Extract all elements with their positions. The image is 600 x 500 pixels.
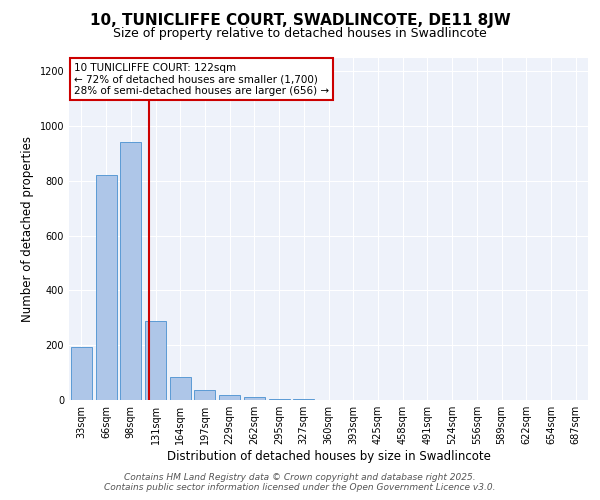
- Bar: [269, 398, 290, 400]
- Bar: [95, 176, 116, 400]
- Bar: [244, 398, 265, 400]
- Bar: [219, 394, 240, 400]
- Y-axis label: Number of detached properties: Number of detached properties: [21, 136, 34, 322]
- Bar: [145, 320, 166, 400]
- Bar: [194, 390, 215, 400]
- Bar: [120, 142, 141, 400]
- Text: Size of property relative to detached houses in Swadlincote: Size of property relative to detached ho…: [113, 28, 487, 40]
- Bar: [170, 376, 191, 400]
- X-axis label: Distribution of detached houses by size in Swadlincote: Distribution of detached houses by size …: [167, 450, 490, 463]
- Text: Contains HM Land Registry data © Crown copyright and database right 2025.
Contai: Contains HM Land Registry data © Crown c…: [104, 473, 496, 492]
- Text: 10 TUNICLIFFE COURT: 122sqm
← 72% of detached houses are smaller (1,700)
28% of : 10 TUNICLIFFE COURT: 122sqm ← 72% of det…: [74, 62, 329, 96]
- Bar: [71, 346, 92, 400]
- Text: 10, TUNICLIFFE COURT, SWADLINCOTE, DE11 8JW: 10, TUNICLIFFE COURT, SWADLINCOTE, DE11 …: [89, 12, 511, 28]
